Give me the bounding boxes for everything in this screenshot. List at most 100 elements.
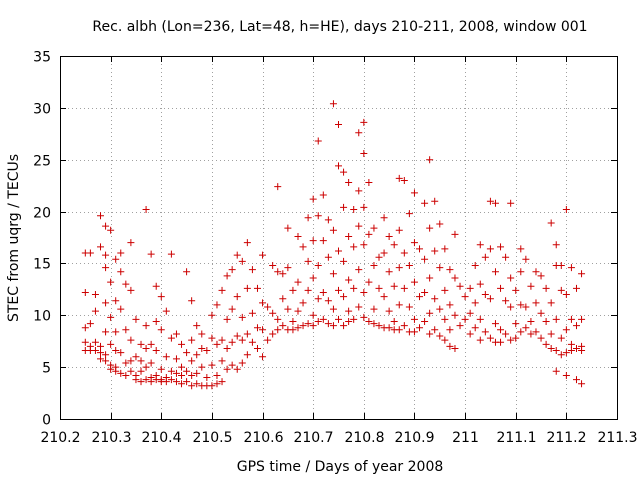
- data-point: [390, 282, 398, 290]
- y-axis-label: STEC from uqrg / TECUs: [6, 154, 22, 322]
- data-point: [137, 378, 145, 386]
- data-point: [355, 303, 363, 311]
- data-point: [324, 297, 332, 305]
- data-point: [446, 326, 454, 334]
- data-point: [102, 328, 110, 336]
- data-point: [279, 270, 287, 278]
- data-point: [91, 291, 99, 299]
- data-point: [421, 288, 429, 296]
- data-point: [172, 330, 180, 338]
- data-point: [395, 301, 403, 309]
- data-point: [552, 347, 560, 355]
- data-point: [107, 365, 115, 373]
- data-point: [466, 284, 474, 292]
- data-point: [269, 309, 277, 317]
- grid-lines: [60, 56, 618, 420]
- data-point: [188, 357, 196, 365]
- data-point: [218, 378, 226, 386]
- data-point: [218, 357, 226, 365]
- data-point: [405, 210, 413, 218]
- data-point: [547, 330, 555, 338]
- data-point: [380, 214, 388, 222]
- data-point: [360, 118, 368, 126]
- data-point: [360, 203, 368, 211]
- data-point: [441, 336, 449, 344]
- data-point: [107, 313, 115, 321]
- data-point: [375, 284, 383, 292]
- data-point: [476, 241, 484, 249]
- data-point: [309, 237, 317, 245]
- data-point: [426, 224, 434, 232]
- data-point: [329, 322, 337, 330]
- data-point: [253, 284, 261, 292]
- x-tick-labels: 210.2 210.3 210.4 210.5 210.6 210.7 210.8 210.9…: [40, 430, 637, 446]
- data-point: [269, 330, 277, 338]
- data-point: [107, 226, 115, 234]
- data-point: [102, 222, 110, 230]
- data-point: [178, 363, 186, 371]
- data-point: [198, 330, 206, 338]
- data-point: [552, 367, 560, 375]
- x-tick-label: 210.5: [192, 430, 232, 446]
- data-point: [527, 330, 535, 338]
- data-point: [365, 230, 373, 238]
- data-point: [97, 243, 105, 251]
- data-point: [299, 299, 307, 307]
- data-point: [122, 326, 130, 334]
- data-point: [127, 239, 135, 247]
- data-point: [567, 315, 575, 323]
- data-point: [152, 347, 160, 355]
- data-point: [97, 349, 105, 357]
- data-point: [142, 322, 150, 330]
- data-point: [360, 241, 368, 249]
- x-tick-label: 210.4: [141, 430, 181, 446]
- data-point: [284, 224, 292, 232]
- data-point: [527, 282, 535, 290]
- data-point: [117, 349, 125, 357]
- data-point: [360, 313, 368, 321]
- data-point: [578, 270, 586, 278]
- data-point: [289, 326, 297, 334]
- data-point: [410, 239, 418, 247]
- data-point: [375, 253, 383, 261]
- data-point: [117, 305, 125, 313]
- data-point: [400, 249, 408, 257]
- data-point: [340, 293, 348, 301]
- data-point: [335, 286, 342, 294]
- data-point: [471, 262, 479, 270]
- data-point: [112, 347, 120, 355]
- data-point: [309, 322, 317, 330]
- data-point: [314, 212, 322, 220]
- data-point: [157, 365, 165, 373]
- data-point: [172, 378, 180, 386]
- data-point: [157, 293, 165, 301]
- data-point: [456, 282, 464, 290]
- data-point: [183, 349, 191, 357]
- data-point: [578, 380, 586, 388]
- data-point: [167, 250, 175, 258]
- data-point: [497, 284, 505, 292]
- data-point: [213, 380, 221, 388]
- data-point: [461, 315, 469, 323]
- data-point: [122, 359, 130, 367]
- data-point: [122, 371, 130, 379]
- plot-frame: [60, 56, 618, 420]
- data-point: [142, 205, 150, 213]
- chart-title: Rec. albh (Lon=236, Lat=48, h=HE), days …: [92, 19, 587, 35]
- data-point: [527, 318, 535, 326]
- data-point: [137, 357, 145, 365]
- data-point: [304, 286, 312, 294]
- data-point: [279, 322, 287, 330]
- data-point: [107, 340, 115, 348]
- x-tick-label: 210.6: [243, 430, 283, 446]
- data-point: [562, 291, 570, 299]
- data-point: [426, 156, 434, 164]
- data-point: [248, 309, 256, 317]
- data-point: [228, 361, 236, 369]
- data-point: [476, 280, 484, 288]
- data-point: [193, 380, 201, 388]
- data-point: [269, 262, 277, 270]
- data-point: [208, 334, 216, 342]
- data-point: [213, 301, 221, 309]
- data-point: [117, 268, 125, 276]
